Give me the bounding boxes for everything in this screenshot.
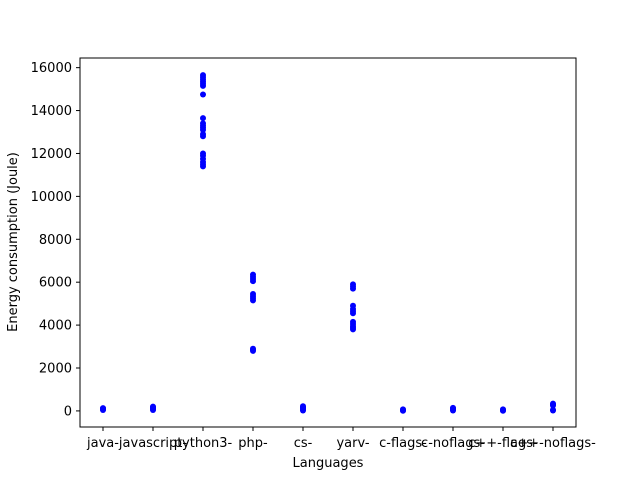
y-axis-ticks: 0 2000 4000 6000 8000 10000 12000 14000 16000 bbox=[31, 61, 80, 419]
data-point bbox=[350, 281, 356, 288]
y-tick-label: 10000 bbox=[31, 190, 72, 205]
x-tick-label: cs- bbox=[294, 436, 313, 451]
data-point bbox=[100, 405, 106, 412]
data-point bbox=[400, 406, 406, 413]
x-tick-label: c++-noflags- bbox=[510, 436, 596, 451]
x-tick-label: c-flags- bbox=[379, 436, 427, 451]
data-point bbox=[550, 406, 556, 413]
x-tick-label: c-noflags- bbox=[421, 436, 485, 451]
data-point bbox=[150, 403, 156, 410]
data-point bbox=[250, 271, 256, 278]
x-axis-ticks: java-javascript-python3- php-cs-yarv-c-fl… bbox=[86, 427, 596, 451]
y-tick-label: 0 bbox=[64, 404, 72, 419]
plot-area-frame bbox=[79, 57, 577, 428]
x-axis-label: Languages bbox=[293, 456, 364, 471]
x-tick-label: yarv- bbox=[336, 436, 369, 451]
y-tick-label: 2000 bbox=[39, 362, 72, 377]
x-tick-label: javascript- bbox=[118, 436, 187, 451]
data-point bbox=[350, 318, 356, 325]
data-point bbox=[250, 290, 256, 297]
data-point bbox=[550, 400, 556, 407]
y-tick-label: 16000 bbox=[31, 61, 72, 76]
y-axis-label: Energy consumption (Joule) bbox=[6, 152, 21, 332]
x-tick-label: python3- bbox=[174, 436, 233, 451]
x-tick-label: php- bbox=[238, 436, 268, 451]
data-point bbox=[350, 302, 356, 309]
data-point bbox=[200, 131, 206, 138]
x-tick-label: c++-flags- bbox=[468, 436, 538, 451]
data-point bbox=[300, 403, 306, 410]
y-tick-label: 6000 bbox=[39, 276, 72, 291]
data-point bbox=[200, 120, 206, 127]
data-point bbox=[450, 404, 456, 411]
data-point bbox=[200, 150, 206, 157]
data-point bbox=[500, 406, 506, 413]
y-tick-label: 12000 bbox=[31, 147, 72, 162]
data-point bbox=[200, 115, 206, 122]
data-points bbox=[100, 72, 556, 414]
x-tick-label: java- bbox=[86, 436, 119, 451]
data-point bbox=[250, 345, 256, 352]
y-tick-label: 4000 bbox=[39, 319, 72, 334]
data-point bbox=[200, 91, 206, 98]
data-point bbox=[200, 72, 206, 79]
y-tick-label: 14000 bbox=[31, 104, 72, 119]
y-tick-label: 8000 bbox=[39, 233, 72, 248]
